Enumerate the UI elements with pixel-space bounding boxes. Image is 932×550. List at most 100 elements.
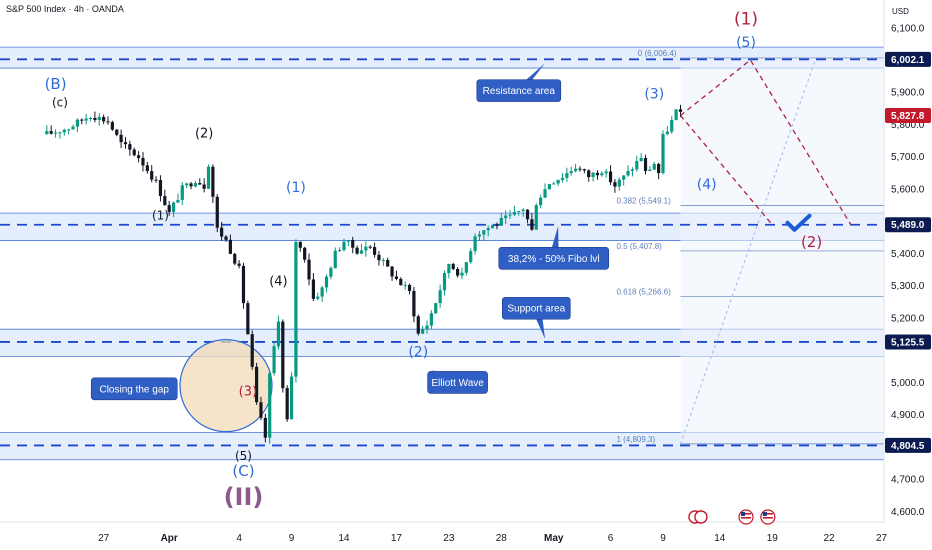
candle-body bbox=[565, 173, 569, 178]
us-flag-icon[interactable] bbox=[738, 509, 754, 525]
candle-body bbox=[630, 169, 635, 171]
price-tag-label: 5,827.8 bbox=[891, 111, 925, 122]
candle bbox=[220, 221, 224, 241]
wave-label: (2) bbox=[195, 126, 213, 141]
candle bbox=[460, 267, 464, 280]
candle bbox=[123, 136, 128, 149]
price-tag: 6,002.1 bbox=[885, 51, 931, 67]
candle bbox=[259, 396, 263, 421]
candle-body bbox=[381, 260, 385, 262]
candle bbox=[115, 129, 119, 137]
candle-body bbox=[412, 290, 416, 317]
candle bbox=[289, 372, 294, 420]
candle-body bbox=[246, 303, 250, 335]
candle bbox=[600, 171, 604, 177]
x-tick-label: 6 bbox=[608, 533, 614, 544]
candle bbox=[193, 181, 198, 188]
symbol-title: S&P 500 Index · 4h · OANDA bbox=[6, 4, 124, 14]
candle-body bbox=[604, 171, 608, 174]
candle-body bbox=[224, 236, 228, 240]
candle-body bbox=[285, 388, 289, 420]
candle-body bbox=[569, 171, 573, 174]
candle-body bbox=[263, 417, 267, 438]
candle-body bbox=[539, 197, 543, 206]
candle-body bbox=[185, 183, 189, 186]
candle-body bbox=[215, 196, 219, 228]
candle-body bbox=[276, 321, 281, 347]
closing-the-gap-callout[interactable]: Closing the gap bbox=[90, 377, 178, 401]
candle-body bbox=[141, 157, 145, 166]
support-area-callout[interactable]: Support area bbox=[501, 296, 571, 339]
resistance-area-callout[interactable]: Resistance area bbox=[476, 63, 562, 102]
earnings-icon[interactable] bbox=[688, 510, 708, 524]
candle bbox=[412, 286, 416, 323]
candle bbox=[329, 266, 333, 280]
candle-body bbox=[123, 142, 128, 145]
candle bbox=[674, 109, 678, 121]
fib-label: 0.382 (5,549.1) bbox=[616, 196, 671, 205]
candle-body bbox=[456, 269, 460, 276]
candle bbox=[626, 165, 630, 177]
fib-layer: 0 (6,006.4) 0.382 (5,549.1) 0.5 (5,407.8) 0… bbox=[616, 49, 884, 445]
callout-text: Resistance area bbox=[483, 86, 556, 97]
candle-body bbox=[442, 273, 447, 291]
candle-body bbox=[434, 303, 438, 314]
candle bbox=[381, 257, 385, 266]
candle-body bbox=[132, 149, 136, 156]
y-tick-label: 5,000.0 bbox=[891, 378, 925, 389]
us-flag-icon[interactable] bbox=[760, 509, 776, 525]
projection-alt-path bbox=[679, 115, 773, 226]
callout-box bbox=[501, 296, 571, 320]
candle-body bbox=[534, 205, 538, 230]
candle bbox=[233, 252, 237, 266]
wave-label: (II) bbox=[224, 483, 264, 511]
candle bbox=[263, 413, 267, 443]
candle-body bbox=[307, 259, 311, 280]
fib-label: 0.618 (5,266.6) bbox=[616, 287, 671, 296]
candle-body bbox=[119, 134, 123, 143]
candle-body bbox=[665, 131, 669, 135]
candle bbox=[591, 171, 595, 182]
x-tick-label: 27 bbox=[876, 533, 888, 544]
candle bbox=[648, 165, 652, 172]
candle bbox=[665, 125, 669, 136]
candle bbox=[530, 213, 534, 231]
candle-body bbox=[154, 179, 158, 181]
candle-body bbox=[678, 109, 683, 112]
candles-layer[interactable] bbox=[45, 104, 683, 444]
candle bbox=[45, 125, 49, 135]
candle bbox=[534, 203, 538, 230]
candle bbox=[451, 262, 455, 271]
candle-body bbox=[390, 266, 394, 277]
candle-body bbox=[163, 196, 167, 206]
candle bbox=[268, 369, 272, 444]
price-tag-bg bbox=[885, 217, 931, 233]
candle bbox=[416, 314, 420, 336]
fibo-level-callout[interactable]: 38,2% - 50% Fibo lvl bbox=[498, 226, 610, 270]
y-tick-label: 4,600.0 bbox=[891, 507, 925, 518]
candle bbox=[254, 362, 259, 405]
candle bbox=[377, 251, 381, 266]
candle bbox=[49, 125, 53, 135]
candle-body bbox=[80, 119, 84, 121]
candle bbox=[364, 241, 368, 257]
candle bbox=[504, 210, 508, 225]
elliott-wave-callout[interactable]: Elliott Wave bbox=[427, 369, 488, 394]
callouts-layer[interactable]: Resistance area 38,2% - 50% Fibo lvl Suppo… bbox=[90, 63, 610, 401]
candle-body bbox=[176, 199, 180, 203]
candle-body bbox=[84, 118, 88, 121]
candle-body bbox=[45, 131, 49, 135]
price-tag-label: 5,125.5 bbox=[891, 337, 925, 348]
candle-body bbox=[556, 179, 560, 184]
events-layer[interactable] bbox=[688, 509, 776, 525]
candle bbox=[58, 131, 62, 139]
candle bbox=[399, 277, 403, 286]
candle-body bbox=[171, 202, 176, 212]
candle-body bbox=[346, 240, 350, 242]
candle bbox=[351, 236, 355, 254]
candle bbox=[228, 234, 232, 255]
candle-body bbox=[574, 168, 578, 172]
candle-body bbox=[316, 296, 320, 299]
candle-body bbox=[88, 118, 93, 120]
